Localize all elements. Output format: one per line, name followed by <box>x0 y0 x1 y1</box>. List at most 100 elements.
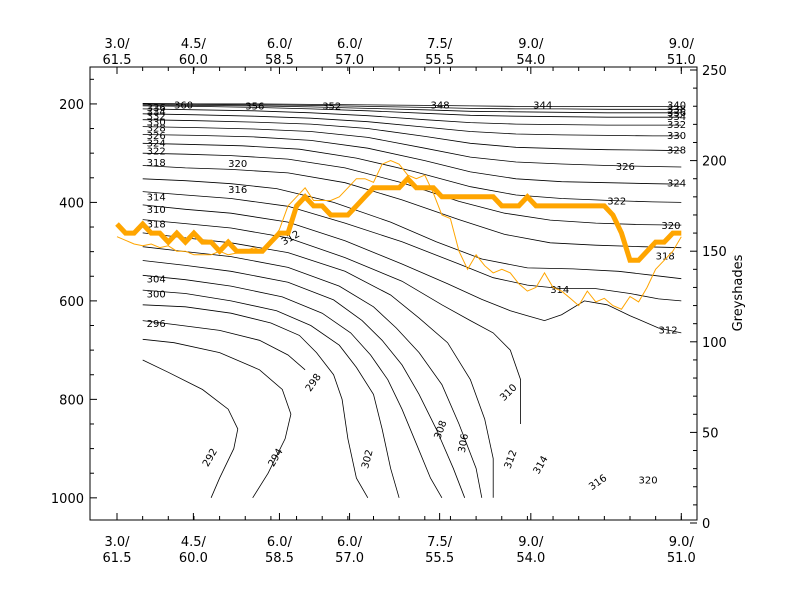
contour-label-34: 344 <box>533 100 552 111</box>
contour-302-5 <box>142 274 443 499</box>
contour-label-12: 316 <box>587 473 609 493</box>
data-series <box>115 160 682 310</box>
contour-306-7 <box>142 246 483 498</box>
contour-label-46: 334 <box>147 107 166 118</box>
x-tick-label-bottom-line2-1: 60.0 <box>179 551 208 566</box>
contour-label-39: 318 <box>147 158 166 169</box>
contour-326-17 <box>142 126 682 168</box>
contour-312-10 <box>142 204 682 334</box>
contour-labels: 292 294 296 298 300 302 304 306 308 310 312 314 316 3… <box>147 100 687 493</box>
contour-322-15 <box>142 142 682 203</box>
x-tick-label-bottom-line2-6: 51.0 <box>667 551 696 566</box>
contour-336-22 <box>142 104 682 114</box>
y-right-tick-label-0: 0 <box>702 517 710 532</box>
contour-label-1: 294 <box>267 447 286 469</box>
contour-label-31: 336 <box>667 108 686 119</box>
contour-label-5: 302 <box>360 449 376 470</box>
x-tick-label-bottom-line1-6: 9.0/ <box>669 535 695 550</box>
contour-300-4 <box>142 289 400 498</box>
contour-label-44: 330 <box>147 118 166 129</box>
contour-label-38: 360 <box>174 100 193 111</box>
y-right-tick-label-200: 200 <box>702 155 727 170</box>
contour-label-45: 332 <box>147 112 166 123</box>
contour-label-21: 310 <box>147 205 166 216</box>
x-tick-label-top-line2-5: 54.0 <box>516 53 545 68</box>
contour-label-20: 318 <box>656 252 675 263</box>
contour-296-2 <box>142 320 306 371</box>
y-left-tick-label-600: 600 <box>59 295 84 310</box>
contour-label-47: 336 <box>147 103 166 114</box>
contour-332-20 <box>142 108 682 126</box>
x-tick-label-top-line2-2: 58.5 <box>265 53 294 68</box>
contour-label-40: 322 <box>147 147 166 158</box>
contour-label-10: 312 <box>503 449 520 471</box>
x-tick-label-bottom-line1-4: 7.5/ <box>427 535 453 550</box>
contour-310-9 <box>142 219 521 424</box>
x-tick-label-bottom-line1-5: 9.0/ <box>518 535 544 550</box>
contour-label-33: 340 <box>667 100 686 111</box>
x-tick-label-top-line1-4: 7.5/ <box>427 37 453 52</box>
contour-label-23: 320 <box>661 221 680 232</box>
contour-320-14 <box>142 152 682 226</box>
contour-label-26: 326 <box>616 162 635 173</box>
contour-330-19 <box>142 113 682 137</box>
y2-axis-title: Greyshades <box>731 254 746 331</box>
x-tick-label-bottom-line2-3: 57.0 <box>335 551 364 566</box>
x-tick-label-bottom-line2-0: 61.5 <box>103 551 132 566</box>
x-tick-label-top-line1-1: 4.5/ <box>181 37 207 52</box>
contour-label-9: 310 <box>498 382 519 403</box>
contour-328-18 <box>142 119 682 152</box>
contour-316-12 <box>142 178 682 280</box>
x-tick-label-bottom-line1-0: 3.0/ <box>104 535 130 550</box>
contour-334-21 <box>142 105 682 118</box>
x-tick-label-top-line2-1: 60.0 <box>179 53 208 68</box>
contour-label-6: 304 <box>147 275 166 286</box>
y-left-tick-label-1000: 1000 <box>51 492 84 507</box>
contour-label-43: 328 <box>147 124 166 135</box>
contour-label-29: 332 <box>667 120 686 131</box>
x-tick-label-bottom-line1-1: 4.5/ <box>181 535 207 550</box>
contour-label-41: 324 <box>147 138 166 149</box>
contour-label-18: 316 <box>228 185 247 196</box>
contour-label-0: 292 <box>201 447 220 469</box>
contour-label-30: 334 <box>667 112 686 123</box>
contour-298-3 <box>142 304 369 499</box>
x-tick-label-top-line2-3: 57.0 <box>335 53 364 68</box>
contour-318-13 <box>142 165 682 249</box>
plot-frame <box>89 66 698 521</box>
y-left-tick-label-800: 800 <box>59 393 84 408</box>
contour-label-2: 296 <box>147 319 166 330</box>
contour-label-36: 352 <box>322 101 341 112</box>
contour-label-7: 306 <box>457 433 471 454</box>
contour-324-16 <box>142 134 682 185</box>
contour-label-32: 338 <box>667 104 686 115</box>
y-right-tick-label-250: 250 <box>702 64 727 79</box>
x-tick-label-top-line1-2: 6.0/ <box>267 37 293 52</box>
contour-label-17: 314 <box>147 192 166 203</box>
contour-308-8 <box>142 232 494 498</box>
contour-label-35: 348 <box>431 100 450 111</box>
contour-304-6 <box>142 260 466 498</box>
contour-label-24: 322 <box>607 196 626 207</box>
x-tick-label-bottom-line2-2: 58.5 <box>265 551 294 566</box>
contour-340-24 <box>142 103 682 107</box>
y-left-tick-label-200: 200 <box>59 98 84 113</box>
contour-label-27: 328 <box>667 146 686 157</box>
contour-label-28: 330 <box>667 131 686 142</box>
contour-314-11 <box>142 191 682 302</box>
contour-label-4: 300 <box>147 289 166 300</box>
contour-label-8: 308 <box>433 419 450 441</box>
contour-label-22: 320 <box>228 159 247 170</box>
x-tick-label-top-line1-5: 9.0/ <box>518 37 544 52</box>
x-tick-label-top-line1-6: 9.0/ <box>669 37 695 52</box>
contour-lines <box>142 103 682 499</box>
axes: 20040060080010000501001502002503.0/61.53… <box>51 37 727 566</box>
x-tick-label-top-line1-0: 3.0/ <box>104 37 130 52</box>
series-line-thick <box>115 175 682 263</box>
contour-label-37: 356 <box>245 101 264 112</box>
contour-label-42: 326 <box>147 131 166 142</box>
x-tick-label-top-line2-0: 61.5 <box>103 53 132 68</box>
contour-294-1 <box>142 338 292 499</box>
x-tick-label-top-line2-6: 51.0 <box>667 53 696 68</box>
contour-label-16: 312 <box>659 325 678 336</box>
